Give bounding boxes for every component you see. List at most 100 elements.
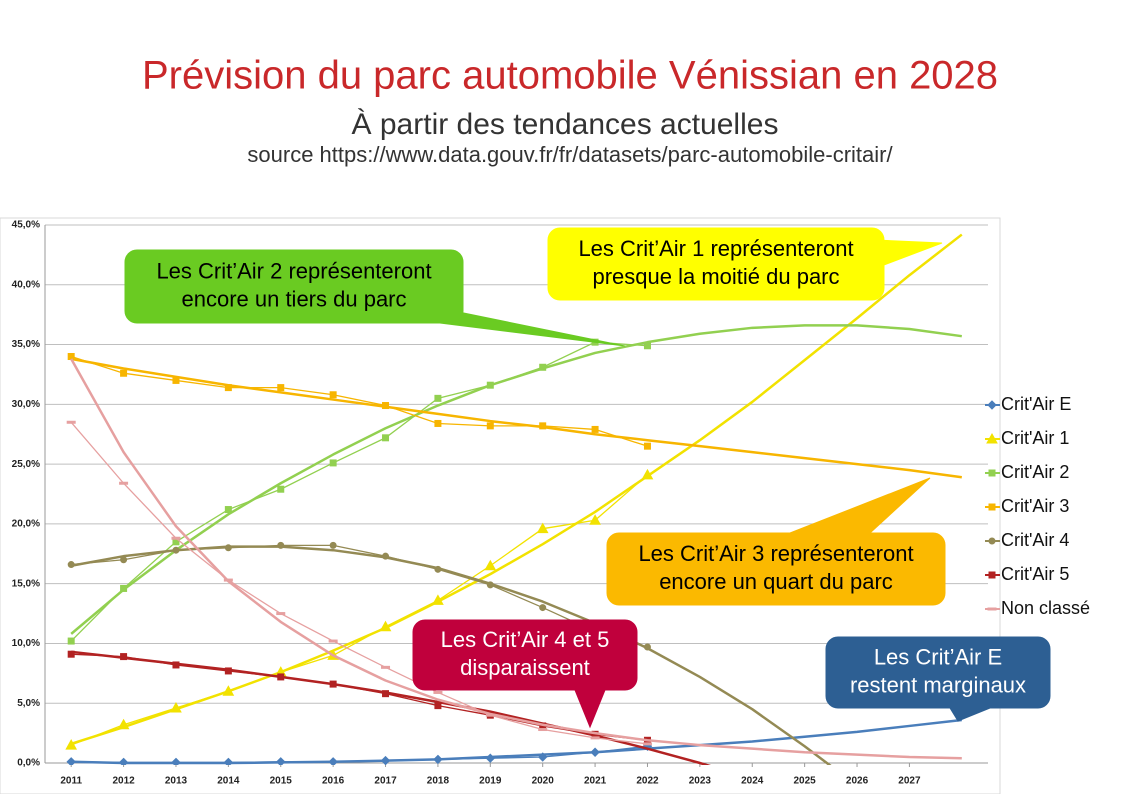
marker xyxy=(224,544,232,552)
marker xyxy=(988,571,996,579)
x-tick-label: 2015 xyxy=(270,776,293,787)
marker xyxy=(172,546,180,554)
marker xyxy=(434,565,442,573)
x-tick-label: 2024 xyxy=(741,776,764,787)
marker xyxy=(277,541,285,549)
x-tick-label: 2017 xyxy=(374,776,397,787)
x-tick-label: 2023 xyxy=(689,776,712,787)
marker xyxy=(434,702,442,710)
marker xyxy=(67,353,75,361)
x-tick-label: 2027 xyxy=(898,776,921,787)
marker xyxy=(276,757,286,765)
callout-box xyxy=(547,227,885,301)
y-tick-label: 30,0% xyxy=(12,399,40,410)
marker xyxy=(120,653,128,661)
marker xyxy=(379,620,392,632)
marker xyxy=(172,376,180,384)
marker xyxy=(66,420,76,424)
marker xyxy=(988,469,996,477)
series-line xyxy=(70,341,648,642)
x-tick-label: 2025 xyxy=(794,776,817,787)
marker xyxy=(223,757,234,765)
x-tick-label: 2018 xyxy=(427,776,450,787)
y-tick-label: 25,0% xyxy=(12,459,40,470)
y-tick-label: 5,0% xyxy=(17,698,40,709)
series-line xyxy=(71,745,648,764)
marker xyxy=(381,665,391,669)
x-tick-label: 2019 xyxy=(479,776,502,787)
y-tick-label: 40,0% xyxy=(12,279,40,290)
marker xyxy=(433,690,443,694)
callout-text: presque la moitié du parc xyxy=(592,264,839,289)
legend-label: Crit'Air E xyxy=(1001,394,1071,414)
marker xyxy=(986,432,998,444)
series-line xyxy=(70,421,648,745)
x-tick-label: 2013 xyxy=(165,776,188,787)
marker xyxy=(276,612,286,616)
marker xyxy=(538,728,548,732)
y-tick-label: 45,0% xyxy=(12,220,40,231)
marker xyxy=(643,442,651,450)
callout-text: encore un tiers du parc xyxy=(181,286,406,311)
marker xyxy=(120,584,128,592)
marker xyxy=(590,736,600,740)
trend-line xyxy=(71,650,711,765)
marker xyxy=(589,514,601,525)
marker xyxy=(171,536,181,540)
marker xyxy=(67,650,75,658)
y-tick-label: 10,0% xyxy=(12,638,40,649)
callout-box xyxy=(606,532,946,606)
marker xyxy=(120,369,128,377)
marker xyxy=(118,757,129,765)
plot-area xyxy=(65,233,963,765)
marker xyxy=(117,718,130,730)
chart-subtitle: À partir des tendances actuelles xyxy=(352,108,779,141)
marker xyxy=(65,739,78,750)
y-tick-label: 20,0% xyxy=(12,519,40,530)
x-tick-label: 2016 xyxy=(322,776,345,787)
marker xyxy=(120,556,128,564)
marker xyxy=(171,757,181,765)
marker xyxy=(119,481,129,485)
legend-label: Non classé xyxy=(1001,598,1090,618)
callout-box xyxy=(412,619,638,691)
marker xyxy=(277,673,285,681)
chart-title: Prévision du parc automobile Vénissian e… xyxy=(142,54,998,98)
marker xyxy=(172,661,180,669)
marker xyxy=(434,394,442,402)
chart-source: source https://www.data.gouv.fr/fr/datas… xyxy=(247,142,893,167)
marker xyxy=(539,363,547,371)
marker xyxy=(988,503,996,511)
marker xyxy=(328,757,338,765)
marker xyxy=(329,541,337,549)
marker xyxy=(328,639,338,643)
marker xyxy=(277,384,285,392)
x-tick-label: 2012 xyxy=(112,776,135,787)
marker xyxy=(536,522,549,534)
marker xyxy=(433,754,443,765)
marker xyxy=(277,485,285,493)
marker xyxy=(66,757,76,765)
marker xyxy=(486,381,494,389)
marker xyxy=(67,637,75,645)
marker xyxy=(382,690,390,698)
marker xyxy=(486,422,494,430)
marker xyxy=(486,581,494,589)
marker xyxy=(380,755,391,765)
series-line xyxy=(70,474,648,746)
legend-label: Crit'Air 4 xyxy=(1001,530,1069,550)
callout-box xyxy=(825,636,1051,709)
marker xyxy=(539,604,547,612)
marker xyxy=(224,384,232,392)
trend-line xyxy=(70,357,962,479)
x-tick-label: 2011 xyxy=(60,776,82,787)
marker xyxy=(170,701,182,713)
callout-text: Les Crit’Air 3 représenteront xyxy=(638,541,913,566)
marker xyxy=(222,685,235,696)
marker xyxy=(590,747,600,757)
series-line xyxy=(70,355,648,447)
marker xyxy=(224,506,232,514)
marker xyxy=(643,643,651,651)
marker xyxy=(67,561,75,569)
